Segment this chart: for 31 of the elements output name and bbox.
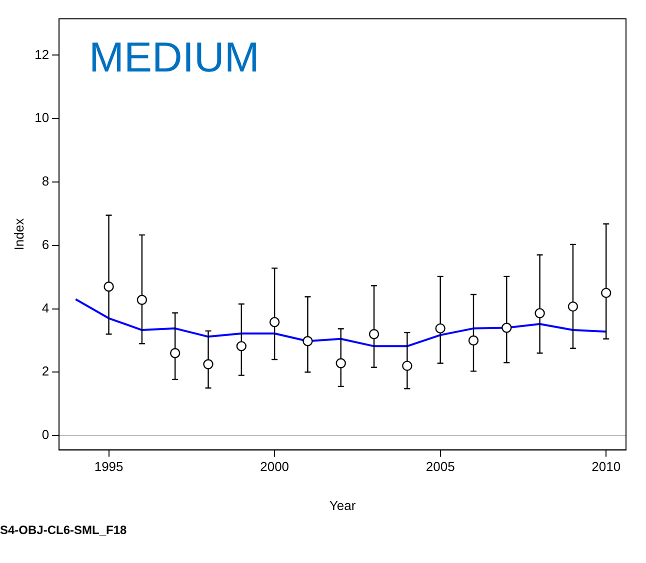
y-tick-label: 6: [42, 236, 50, 252]
y-tick-label: 4: [42, 300, 50, 316]
point: [534, 308, 545, 318]
point: [368, 329, 380, 340]
point: [104, 281, 114, 292]
point: [203, 359, 214, 370]
point: [468, 335, 479, 346]
x-tick-label: 2000: [260, 459, 290, 474]
x-axis-title: Year: [329, 498, 356, 513]
y-tick-label: 10: [34, 110, 50, 126]
text: S4-OBJ-CL6-SML_F18: [0, 523, 127, 537]
point: [336, 358, 346, 368]
point: [236, 341, 247, 352]
point: [568, 301, 578, 312]
y-axis-title: Index: [11, 218, 26, 250]
chart-title: MEDIUM: [89, 33, 260, 80]
point: [136, 294, 148, 305]
point: [601, 288, 612, 298]
point: [435, 323, 446, 334]
point: [302, 336, 313, 346]
y-tick-label: 0: [42, 427, 50, 442]
point: [502, 322, 512, 333]
point: [402, 360, 412, 371]
point: [170, 348, 180, 358]
x-tick-label: 2005: [426, 459, 455, 474]
y-tick-label: 12: [34, 46, 50, 62]
x-tick-label: 1995: [94, 459, 124, 474]
y-tick-label: 2: [42, 364, 50, 379]
point: [269, 316, 280, 328]
y-tick-label: 8: [42, 174, 50, 189]
x-tick-label: 2010: [592, 459, 621, 474]
